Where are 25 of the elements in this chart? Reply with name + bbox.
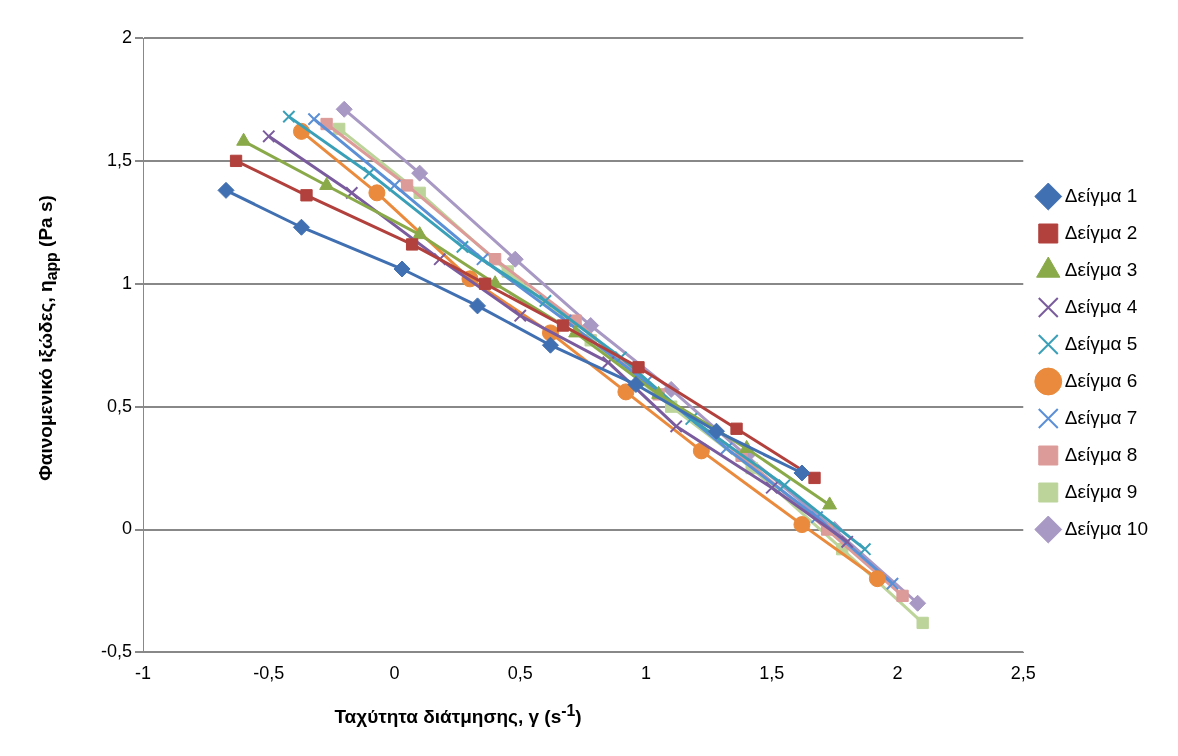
x-tick-label: 2 bbox=[892, 663, 903, 684]
legend-label: Δείγμα 8 bbox=[1064, 443, 1138, 465]
legend-label: Δείγμα 6 bbox=[1064, 369, 1138, 391]
y-tick-label: 0,5 bbox=[106, 395, 133, 416]
legend-label: Δείγμα 10 bbox=[1064, 517, 1149, 539]
x-tick-label: 1 bbox=[641, 663, 652, 684]
x-tick-label: 0 bbox=[389, 663, 400, 684]
legend-label: Δείγμα 1 bbox=[1064, 184, 1138, 206]
legend-label: Δείγμα 4 bbox=[1064, 295, 1138, 317]
legend-label: Δείγμα 2 bbox=[1064, 221, 1138, 243]
x-tick-label: -1 bbox=[135, 663, 152, 684]
x-axis-title: Ταχύτητα διάτμησης, γ (s$^{-1}$) bbox=[333, 701, 583, 728]
legend-label: Δείγμα 7 bbox=[1064, 406, 1138, 428]
legend-label: Δείγμα 3 bbox=[1064, 258, 1138, 280]
legend-label: Δείγμα 9 bbox=[1064, 480, 1138, 502]
x-tick-label: 2,5 bbox=[1010, 663, 1036, 684]
y-tick-label: 2 bbox=[122, 26, 133, 47]
y-tick-label: -0,5 bbox=[100, 641, 133, 662]
x-tick-label: 0,5 bbox=[507, 663, 533, 684]
x-tick-label: 1,5 bbox=[759, 663, 785, 684]
y-tick-label: 1,5 bbox=[106, 149, 133, 170]
y-tick-label: 1 bbox=[122, 272, 133, 293]
y-tick-label: 0 bbox=[122, 518, 133, 539]
x-tick-label: -0,5 bbox=[253, 663, 285, 684]
legend-label: Δείγμα 5 bbox=[1064, 332, 1138, 354]
